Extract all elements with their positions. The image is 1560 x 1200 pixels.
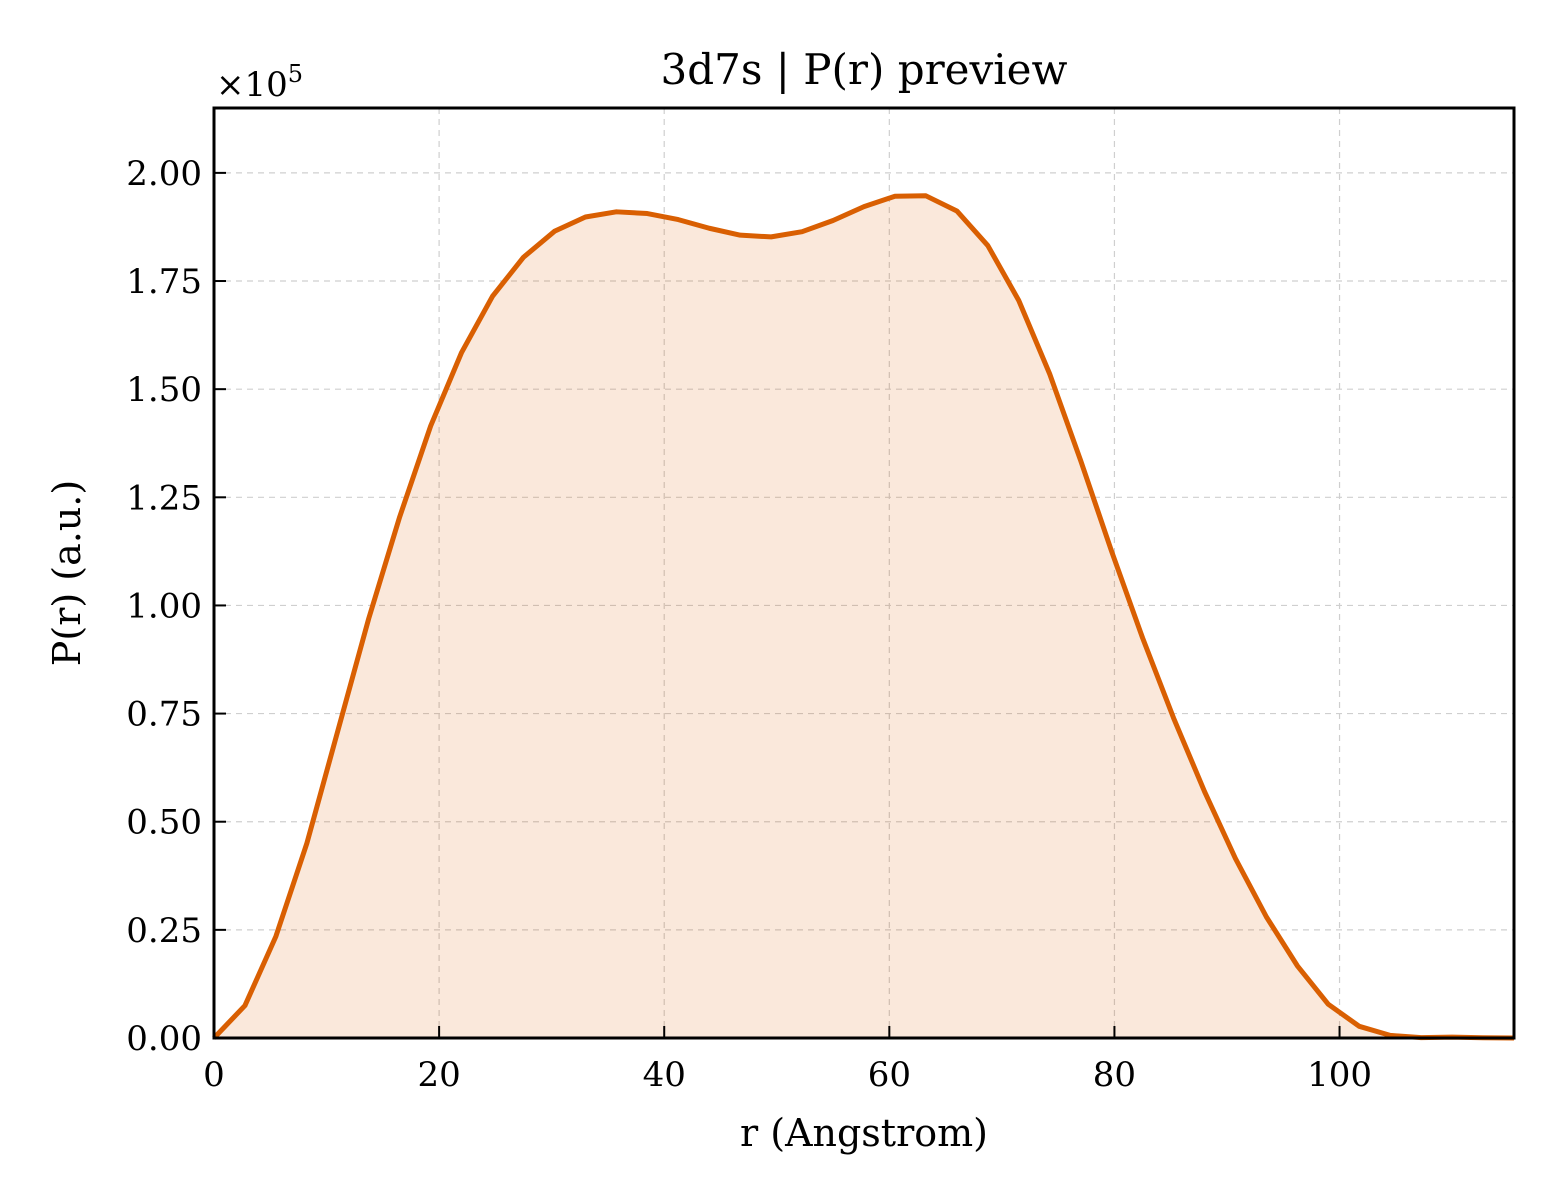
series-line xyxy=(212,193,1515,1041)
y-tick-label: 2.00 xyxy=(126,154,202,194)
x-tick-label: 20 xyxy=(417,1055,460,1095)
x-tick-label: 0 xyxy=(203,1055,225,1095)
x-tick-label: 100 xyxy=(1307,1055,1372,1095)
plot-frame xyxy=(212,106,1516,1040)
chart-title: 3d7s | P(r) preview xyxy=(661,45,1068,94)
grid-layer xyxy=(214,108,1514,1038)
y-tick-label: 0.75 xyxy=(126,695,202,735)
y-multiplier-exponent: 5 xyxy=(288,60,303,88)
y-multiplier-base: ×10 xyxy=(216,65,288,105)
y-tick-label: 1.00 xyxy=(126,586,202,626)
x-tick-label: 60 xyxy=(868,1055,911,1095)
y-axis-title: P(r) (a.u.) xyxy=(45,480,89,666)
ticks-layer: 0 20 40 60 80 100 0.00 0.25 0.50 0.75 1.00 1.25 1.50… xyxy=(126,154,1372,1095)
y-tick-label: 1.50 xyxy=(126,370,202,410)
y-tick-label: 0.50 xyxy=(126,803,202,843)
y-tick-label: 0.00 xyxy=(126,1019,202,1059)
x-tick-label: 40 xyxy=(643,1055,686,1095)
x-tick-label: 80 xyxy=(1093,1055,1136,1095)
y-tick-label: 0.25 xyxy=(126,911,202,951)
area-fill xyxy=(214,195,1514,1038)
y-tick-label: 1.75 xyxy=(126,262,202,302)
x-axis-title: r (Angstrom) xyxy=(740,1111,988,1155)
y-axis-multiplier: ×105 xyxy=(216,60,303,105)
y-tick-label: 1.25 xyxy=(126,478,202,518)
